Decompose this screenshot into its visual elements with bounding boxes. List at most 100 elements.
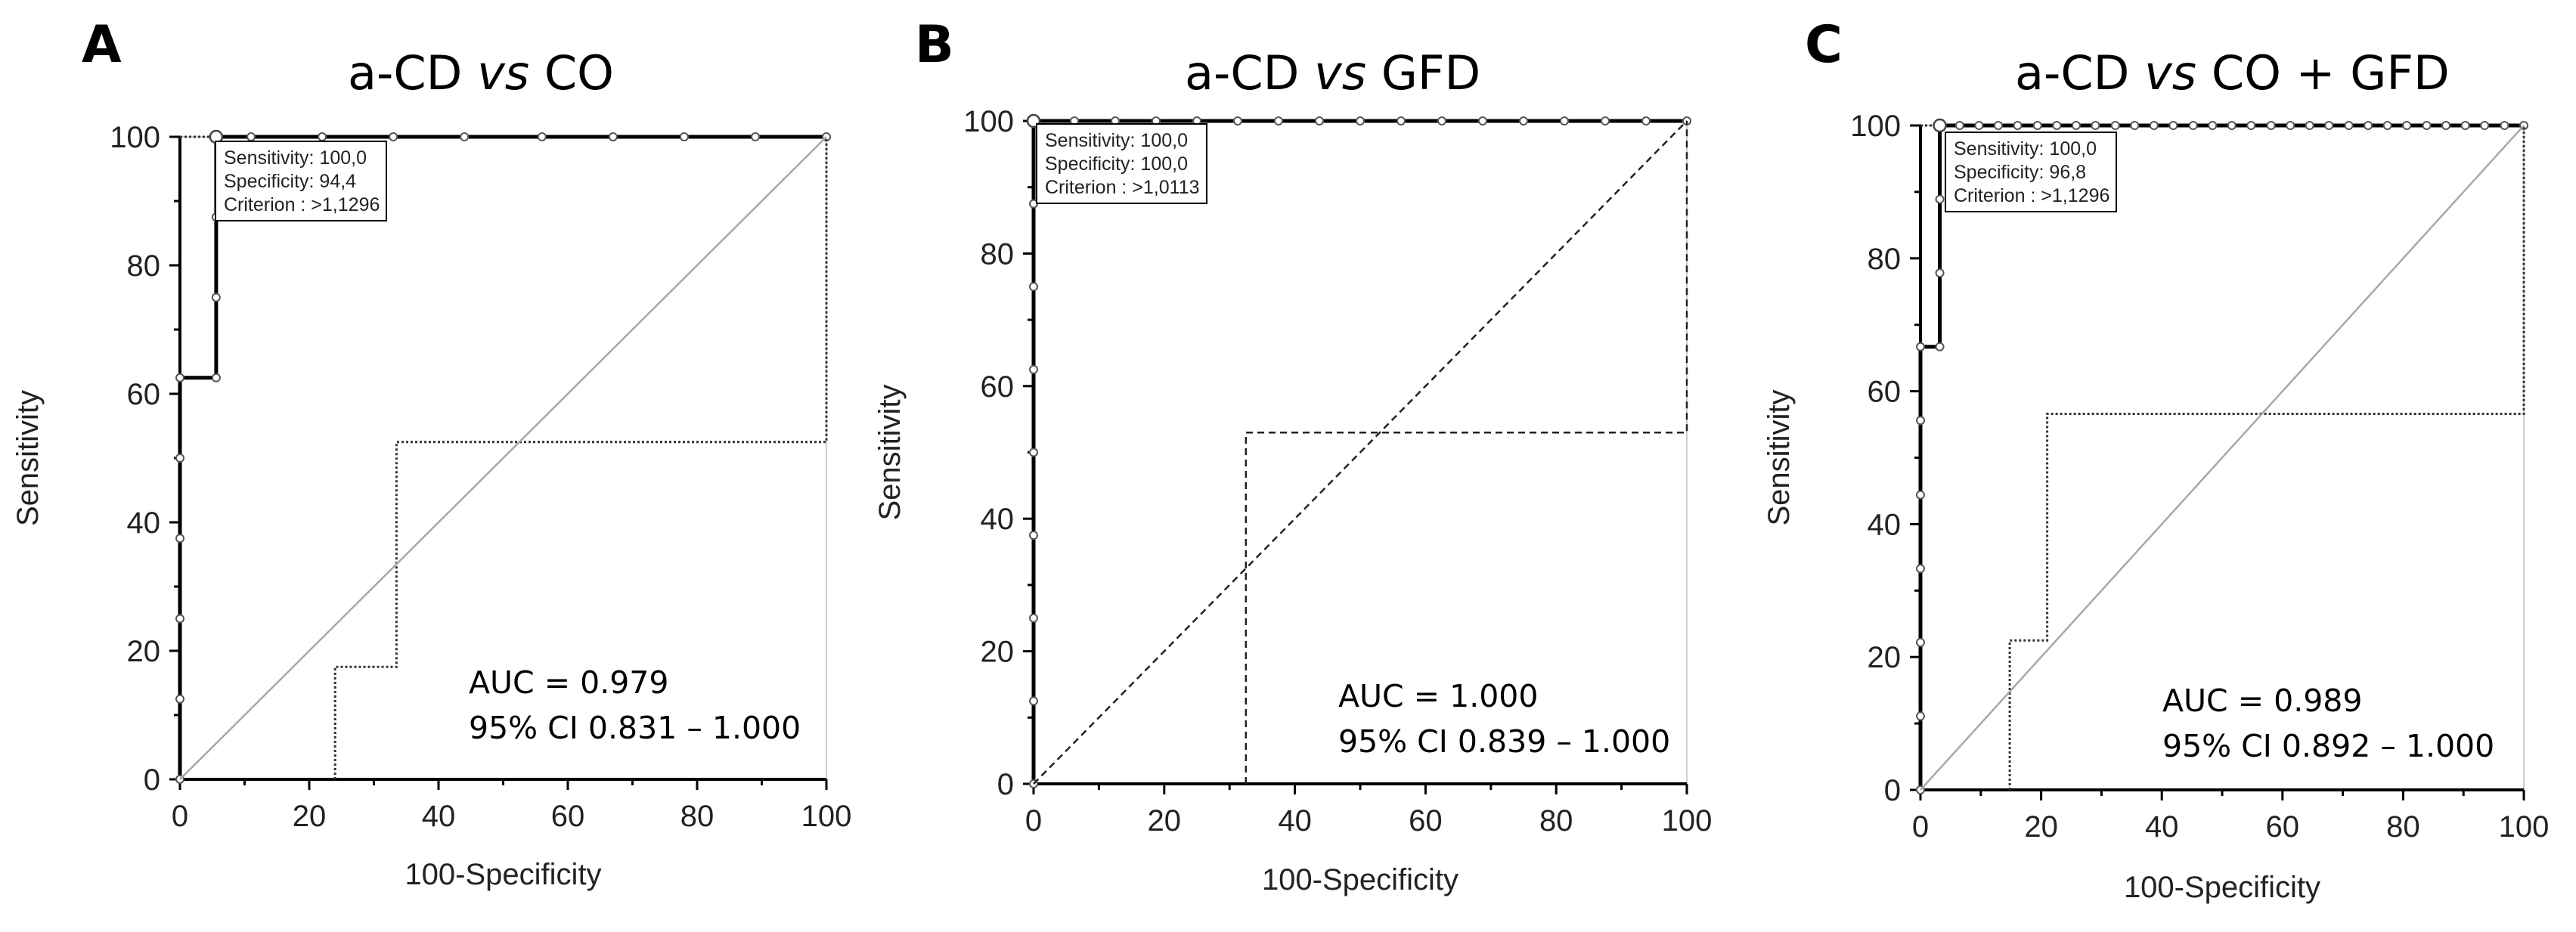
y-tick-label: 60: [1868, 376, 1902, 409]
x-tick-label: 20: [293, 800, 327, 833]
roc-point: [211, 373, 221, 382]
y-tick-label: 60: [127, 378, 161, 411]
title-right: GFD: [1366, 45, 1481, 101]
roc-point: [2168, 121, 2178, 130]
reference-diagonal: [179, 136, 827, 780]
y-tick-label: 20: [1868, 641, 1902, 674]
criterion-value: Criterion : >1,1296: [1954, 185, 2110, 206]
title-left: a-CD: [2015, 45, 2145, 101]
y-tick-label: 100: [963, 105, 1014, 138]
y-tick-label: 60: [981, 370, 1015, 404]
roc-point: [1560, 116, 1569, 125]
title-right: CO: [529, 45, 614, 101]
roc-point: [2382, 121, 2392, 130]
roc-point: [2422, 121, 2432, 130]
chart-title: a-CD vs GFD: [1185, 45, 1480, 101]
chart-title: a-CD vs CO: [348, 45, 614, 101]
auc-annotation: AUC = 0.989 95% CI 0.892 – 1.000: [2162, 678, 2494, 769]
y-axis-label: Sensitivity: [1762, 389, 1796, 525]
roc-point: [175, 614, 184, 624]
title-vs: vs: [477, 45, 530, 101]
roc-point: [1029, 696, 1038, 706]
roc-point: [1916, 637, 1925, 647]
roc-point: [1935, 194, 1945, 204]
auc-annotation: AUC = 0.979 95% CI 0.831 – 1.000: [469, 660, 801, 751]
roc-point: [1641, 116, 1651, 125]
roc-point: [1396, 116, 1406, 125]
roc-point: [2013, 121, 2023, 130]
roc-point: [2480, 121, 2490, 130]
y-tick-label: 40: [1868, 508, 1902, 541]
x-tick-label: 0: [1912, 810, 1929, 844]
roc-point: [1315, 116, 1324, 125]
roc-point: [389, 132, 398, 141]
panel-label: B: [915, 15, 954, 75]
y-tick-label: 20: [981, 636, 1015, 669]
roc-point: [2500, 121, 2509, 130]
y-axis-label: Sensitivity: [11, 390, 45, 526]
x-tick-label: 20: [1148, 804, 1182, 838]
roc-point: [1935, 342, 1945, 351]
roc-point: [1274, 116, 1283, 125]
roc-plot: 0 20 40 60 80 100 0 20 40 60 80 100 100-Specificity S…: [11, 121, 852, 891]
roc-point: [246, 132, 256, 141]
title-vs: vs: [2144, 45, 2197, 101]
roc-point: [2286, 121, 2295, 130]
y-tick-label: 0: [144, 763, 160, 797]
y-tick-label: 0: [1884, 774, 1901, 807]
roc-point: [1519, 116, 1528, 125]
roc-point: [2246, 121, 2256, 130]
roc-point: [318, 132, 327, 141]
auc-ci: 95% CI 0.839 – 1.000: [1338, 723, 1671, 760]
roc-panel-a: A a-CD vs CO 0 20 40 60 80 100 0 20 40 60 80 100 100…: [0, 0, 858, 932]
roc-point: [211, 293, 221, 302]
x-tick-label: 40: [422, 800, 456, 833]
criterion-box: Sensitivity: 100,0 Specificity: 96,8 Cri…: [1945, 132, 2118, 212]
x-tick-label: 100: [1662, 804, 1713, 838]
x-tick-label: 100: [801, 800, 852, 833]
reference-diagonal: [1920, 125, 2525, 791]
panel-label: C: [1805, 15, 1843, 75]
roc-point: [175, 373, 184, 382]
roc-point: [2091, 121, 2100, 130]
y-tick-label: 40: [981, 503, 1015, 536]
y-tick-label: 80: [981, 237, 1015, 271]
ci-bound-line: [2008, 125, 2525, 790]
x-tick-label: 80: [2386, 810, 2420, 844]
title-left: a-CD: [348, 45, 478, 101]
roc-point: [1916, 342, 1925, 351]
criterion-value: Criterion : >1,1296: [224, 194, 380, 215]
y-axis-label: Sensitivity: [873, 384, 907, 520]
roc-point: [1029, 613, 1038, 623]
criterion-box: Sensitivity: 100,0 Specificity: 94,4 Cri…: [215, 141, 388, 221]
y-tick-label: 0: [997, 768, 1014, 801]
y-tick-label: 80: [127, 249, 161, 283]
ci-bound-line: [1245, 121, 1688, 784]
roc-point: [2402, 121, 2412, 130]
roc-point: [1993, 121, 2003, 130]
roc-point: [2441, 121, 2451, 130]
auc-ci: 95% CI 0.892 – 1.000: [2162, 728, 2495, 764]
y-tick-label: 40: [127, 506, 161, 540]
x-axis-label: 100-Specificity: [1262, 863, 1458, 896]
roc-point: [2344, 121, 2354, 130]
roc-point: [1974, 121, 1984, 130]
auc-annotation: AUC = 1.000 95% CI 0.839 – 1.000: [1338, 673, 1670, 764]
roc-point: [2188, 121, 2198, 130]
roc-point: [1356, 116, 1365, 125]
x-tick-label: 40: [2145, 810, 2179, 844]
title-left: a-CD: [1185, 45, 1315, 101]
x-tick-label: 60: [551, 800, 585, 833]
reference-diagonal: [1033, 120, 1688, 785]
roc-point: [1233, 116, 1242, 125]
criterion-specificity: Specificity: 100,0: [1045, 153, 1188, 175]
x-tick-label: 100: [2499, 810, 2550, 844]
roc-point: [2071, 121, 2081, 130]
criterion-sensitivity: Sensitivity: 100,0: [1045, 130, 1188, 151]
title-right: CO + GFD: [2196, 45, 2450, 101]
roc-panel-c: C a-CD vs CO + GFD 0 20 40 60 80 100 0 20 40 60 80…: [1716, 0, 2574, 932]
roc-point: [175, 534, 184, 543]
roc-point: [1954, 121, 1964, 130]
roc-point: [2110, 121, 2120, 130]
